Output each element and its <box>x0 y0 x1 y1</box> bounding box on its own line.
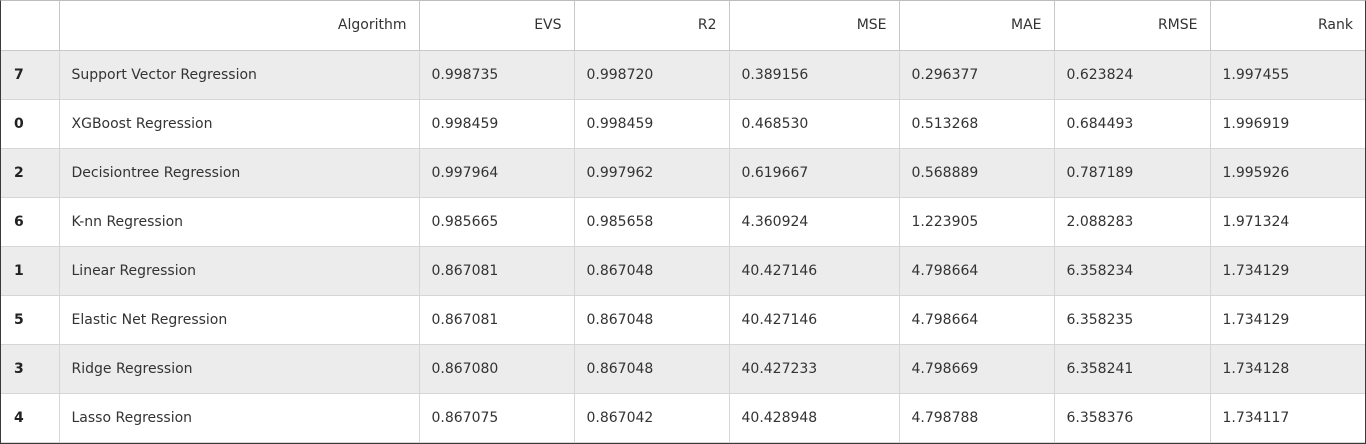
cell-mse: 0.619667 <box>729 148 900 198</box>
cell-mse: 4.360924 <box>729 197 900 247</box>
header-r2: R2 <box>574 1 730 51</box>
cell-r2: 0.867042 <box>574 393 730 443</box>
cell-evs: 0.998459 <box>419 99 575 149</box>
row-index: 0 <box>1 99 60 149</box>
cell-rank: 1.734129 <box>1210 295 1365 345</box>
cell-rmse: 0.684493 <box>1054 99 1211 149</box>
cell-algorithm: Lasso Regression <box>59 393 420 443</box>
cell-evs: 0.867081 <box>419 246 575 296</box>
cell-mse: 40.427233 <box>729 344 900 394</box>
cell-r2: 0.867048 <box>574 295 730 345</box>
cell-rmse: 6.358241 <box>1054 344 1211 394</box>
cell-mse: 40.427146 <box>729 295 900 345</box>
header-mse: MSE <box>729 1 900 51</box>
row-index: 7 <box>1 50 60 100</box>
table-row: 6 K-nn Regression 0.985665 0.985658 4.36… <box>1 197 1365 247</box>
table-header: Algorithm EVS R2 MSE MAE RMSE Rank <box>1 1 1365 51</box>
header-row: Algorithm EVS R2 MSE MAE RMSE Rank <box>1 1 1365 51</box>
cell-mae: 4.798664 <box>899 246 1055 296</box>
cell-mae: 0.296377 <box>899 50 1055 100</box>
cell-evs: 0.867080 <box>419 344 575 394</box>
cell-mse: 40.428948 <box>729 393 900 443</box>
cell-rank: 1.734128 <box>1210 344 1365 394</box>
header-rmse: RMSE <box>1054 1 1211 51</box>
row-index: 4 <box>1 393 60 443</box>
cell-rmse: 0.787189 <box>1054 148 1211 198</box>
header-algorithm: Algorithm <box>59 1 420 51</box>
cell-rank: 1.734129 <box>1210 246 1365 296</box>
table-row: 7 Support Vector Regression 0.998735 0.9… <box>1 50 1365 100</box>
cell-evs: 0.867075 <box>419 393 575 443</box>
cell-algorithm: Elastic Net Regression <box>59 295 420 345</box>
cell-r2: 0.998720 <box>574 50 730 100</box>
table-row: 2 Decisiontree Regression 0.997964 0.997… <box>1 148 1365 198</box>
cell-rmse: 2.088283 <box>1054 197 1211 247</box>
cell-algorithm: Support Vector Regression <box>59 50 420 100</box>
cell-mae: 4.798669 <box>899 344 1055 394</box>
cell-mae: 4.798664 <box>899 295 1055 345</box>
header-mae: MAE <box>899 1 1055 51</box>
cell-algorithm: K-nn Regression <box>59 197 420 247</box>
cell-mae: 0.513268 <box>899 99 1055 149</box>
row-index: 2 <box>1 148 60 198</box>
table-body: 7 Support Vector Regression 0.998735 0.9… <box>1 50 1365 443</box>
row-index: 6 <box>1 197 60 247</box>
cell-mae: 1.223905 <box>899 197 1055 247</box>
cell-rmse: 6.358235 <box>1054 295 1211 345</box>
cell-algorithm: Ridge Regression <box>59 344 420 394</box>
cell-r2: 0.997962 <box>574 148 730 198</box>
cell-r2: 0.985658 <box>574 197 730 247</box>
table-row: 1 Linear Regression 0.867081 0.867048 40… <box>1 246 1365 296</box>
cell-rmse: 6.358234 <box>1054 246 1211 296</box>
table-row: 0 XGBoost Regression 0.998459 0.998459 0… <box>1 99 1365 149</box>
cell-mae: 4.798788 <box>899 393 1055 443</box>
header-index <box>1 1 60 51</box>
row-index: 1 <box>1 246 60 296</box>
cell-algorithm: XGBoost Regression <box>59 99 420 149</box>
cell-mse: 40.427146 <box>729 246 900 296</box>
cell-evs: 0.998735 <box>419 50 575 100</box>
cell-rank: 1.996919 <box>1210 99 1365 149</box>
cell-mse: 0.389156 <box>729 50 900 100</box>
cell-rank: 1.997455 <box>1210 50 1365 100</box>
cell-rmse: 0.623824 <box>1054 50 1211 100</box>
table-row: 5 Elastic Net Regression 0.867081 0.8670… <box>1 295 1365 345</box>
cell-rank: 1.971324 <box>1210 197 1365 247</box>
cell-algorithm: Decisiontree Regression <box>59 148 420 198</box>
cell-rmse: 6.358376 <box>1054 393 1211 443</box>
cell-r2: 0.867048 <box>574 246 730 296</box>
row-index: 3 <box>1 344 60 394</box>
header-evs: EVS <box>419 1 575 51</box>
cell-rank: 1.734117 <box>1210 393 1365 443</box>
cell-mae: 0.568889 <box>899 148 1055 198</box>
table-row: 4 Lasso Regression 0.867075 0.867042 40.… <box>1 393 1365 443</box>
cell-r2: 0.998459 <box>574 99 730 149</box>
cell-r2: 0.867048 <box>574 344 730 394</box>
row-index: 5 <box>1 295 60 345</box>
cell-algorithm: Linear Regression <box>59 246 420 296</box>
cell-evs: 0.867081 <box>419 295 575 345</box>
cell-rank: 1.995926 <box>1210 148 1365 198</box>
cell-evs: 0.997964 <box>419 148 575 198</box>
header-rank: Rank <box>1210 1 1365 51</box>
cell-mse: 0.468530 <box>729 99 900 149</box>
table-row: 3 Ridge Regression 0.867080 0.867048 40.… <box>1 344 1365 394</box>
cell-evs: 0.985665 <box>419 197 575 247</box>
